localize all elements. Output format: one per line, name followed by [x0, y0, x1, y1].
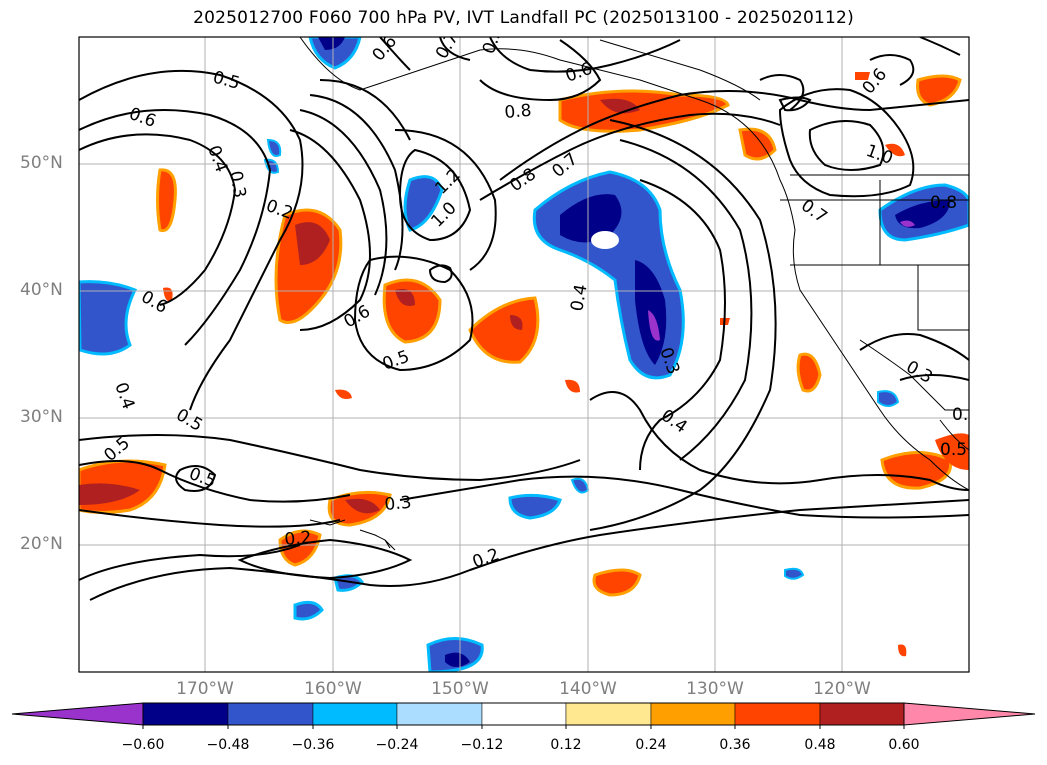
colorbar-tick-label: −0.36: [291, 737, 335, 753]
negative-anomaly-patches: [79, 37, 969, 672]
lon-label: 170°W: [176, 679, 234, 699]
contour-label: 0.3: [384, 493, 413, 515]
contour-label: 0.5: [940, 440, 967, 460]
colorbar-min-extension: [11, 702, 144, 726]
graticule: [79, 37, 969, 672]
colorbar-swatch: [312, 702, 398, 726]
pv-contours: [79, 37, 969, 601]
contour-label: 0.2: [952, 405, 979, 425]
contour-label: 0.4: [567, 283, 591, 313]
colorbar-tick-label: −0.24: [375, 737, 419, 753]
colorbar-tick-label: 0.12: [550, 737, 582, 753]
colorbar-swatch: [396, 702, 483, 726]
colorbar-swatch: [734, 702, 821, 726]
contour-label: 0.8: [930, 193, 957, 213]
contour-label: 0.2: [284, 528, 313, 550]
colorbar-swatch: [650, 702, 736, 726]
colorbar-tick-label: −0.48: [206, 737, 250, 753]
map-title: 2025012700 F060 700 hPa PV, IVT Landfall…: [193, 8, 854, 28]
lat-label: 40°N: [20, 280, 63, 300]
colorbar-swatch: [227, 702, 314, 726]
colorbar-swatch: [565, 702, 652, 726]
colorbar-tick-label: −0.60: [121, 737, 165, 753]
colorbar-tick-label: 0.36: [719, 737, 751, 753]
colorbar-swatch: [481, 702, 567, 726]
lat-label: 30°N: [20, 407, 63, 427]
lon-label: 150°W: [431, 679, 489, 699]
colorbar-swatch: [142, 702, 229, 726]
map-frame: [78, 36, 970, 673]
lat-label: 50°N: [20, 153, 63, 173]
colorbar-tick-label: 0.60: [888, 737, 920, 753]
positive-anomaly-patches: [79, 72, 969, 657]
colorbar-max-extension: [903, 702, 1036, 726]
lon-label: 160°W: [304, 679, 362, 699]
coastlines: [299, 37, 969, 551]
colorbar: [11, 702, 1036, 729]
lon-label: 120°W: [813, 679, 871, 699]
colorbar-tick-label: 0.48: [804, 737, 836, 753]
contour-label: 0.8: [504, 101, 533, 123]
lon-label: 140°W: [559, 679, 617, 699]
contour-label: 0.3: [225, 169, 249, 199]
lat-label: 20°N: [20, 534, 63, 554]
colorbar-tick-label: −0.12: [460, 737, 504, 753]
colorbar-tick-label: 0.24: [635, 737, 667, 753]
lon-label: 130°W: [686, 679, 744, 699]
colorbar-swatch: [819, 702, 905, 726]
